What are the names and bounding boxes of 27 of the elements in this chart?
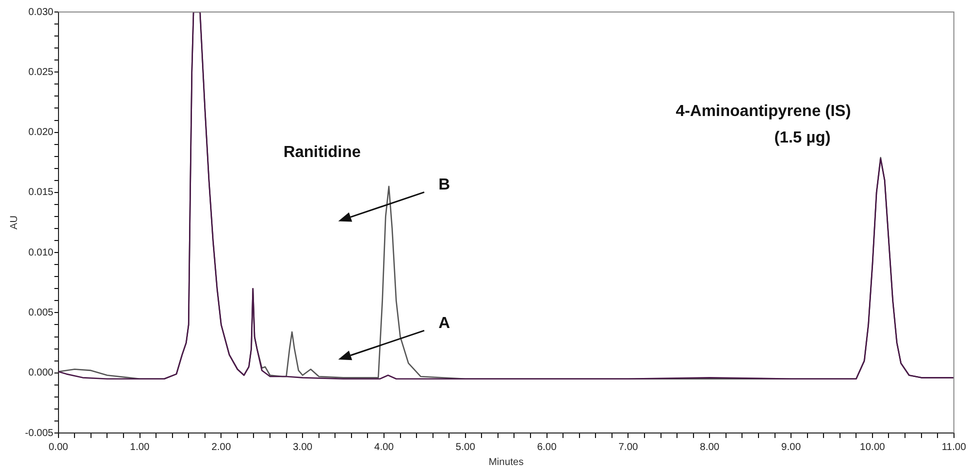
y-tick-label: 0.030 xyxy=(28,6,54,18)
x-tick-label: 3.00 xyxy=(292,442,313,453)
annotation: 4-Aminoantipyrene (IS) xyxy=(676,103,851,120)
annotation: Ranitidine xyxy=(283,144,361,162)
y-tick-label: 0.005 xyxy=(28,307,54,318)
x-tick-label: 5.00 xyxy=(456,442,476,453)
y-tick-label: -0.005 xyxy=(24,428,54,439)
x-tick-label: 11.00 xyxy=(942,442,966,453)
x-tick-label: 6.00 xyxy=(537,442,557,453)
annotation: (1.5 µg) xyxy=(774,130,831,147)
x-tick-label: 7.00 xyxy=(618,442,638,453)
x-tick-label: 9.00 xyxy=(781,442,802,453)
y-tick-label: 0.025 xyxy=(28,66,54,78)
x-tick-label: 2.00 xyxy=(211,442,232,453)
x-tick-label: 4.00 xyxy=(374,442,394,453)
annotation: A xyxy=(438,314,450,332)
x-tick-label: 8.00 xyxy=(700,442,720,453)
y-tick-label: 0.015 xyxy=(28,187,54,198)
x-tick-label: 1.00 xyxy=(130,442,150,453)
x-axis-title: Minutes xyxy=(488,456,524,468)
y-tick-label: 0.020 xyxy=(28,127,54,138)
annotation: B xyxy=(438,176,450,194)
x-tick-label: 10.00 xyxy=(860,442,886,453)
x-tick-label: 0.00 xyxy=(48,442,69,453)
y-axis-title: AU xyxy=(8,216,20,230)
y-tick-label: 0.000 xyxy=(28,368,54,379)
y-tick-label: 0.010 xyxy=(28,247,54,258)
